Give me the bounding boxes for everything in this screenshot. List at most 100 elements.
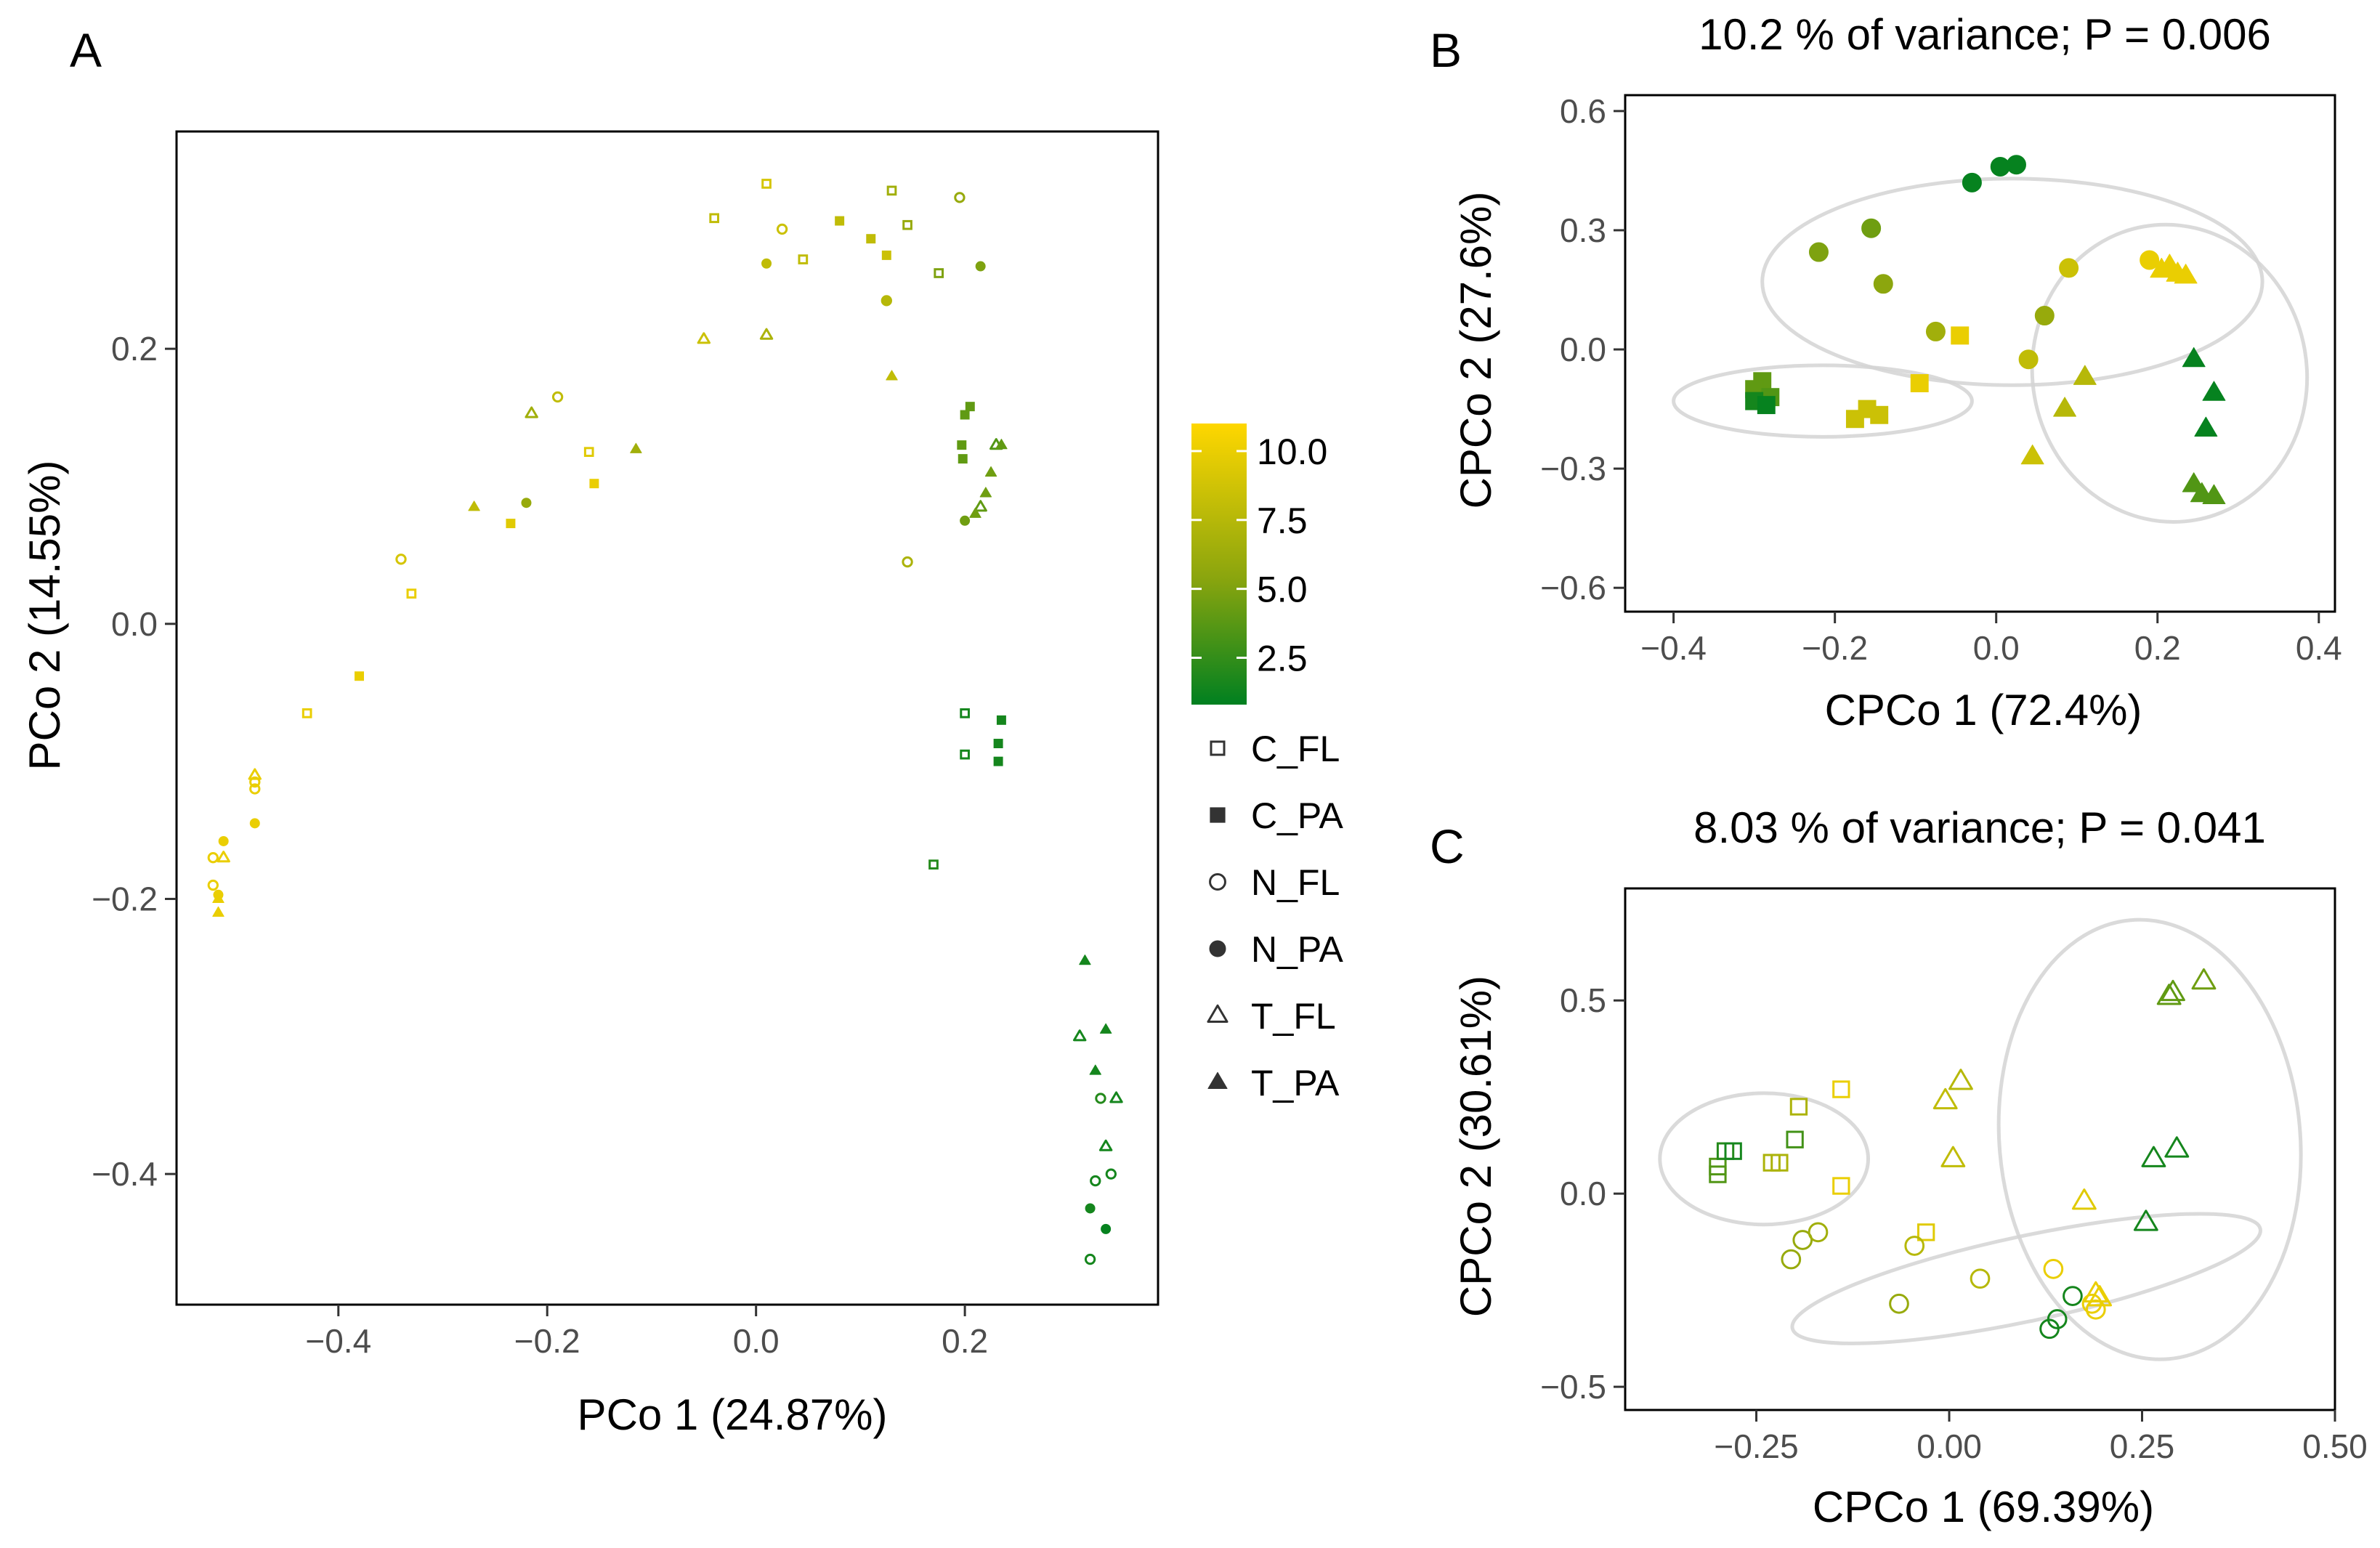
point-n-fl [1808,1222,1829,1243]
point-t-pa [1099,1023,1112,1034]
panel-c-cpcoa-plot: −0.25 0.00 0.25 0.50 0.5 0.0 −0.5 [1540,887,2368,1465]
legend-label: N_FL [1251,862,1340,903]
point-n-pa [2006,155,2026,175]
point-c-pa [1910,374,1929,392]
point-n-fl [395,554,407,565]
legend-label: C_PA [1251,795,1344,836]
point-n-pa [2034,306,2055,326]
point-c-pa [993,756,1003,766]
x-tick-label: −0.4 [1640,629,1707,667]
point-t-fl [2161,979,2185,1002]
point-t-pa [1079,955,1091,965]
point-n-fl [1095,1093,1106,1104]
point-n-pa [1085,1203,1096,1214]
point-t-fl [1109,1091,1123,1103]
point-t-pa [468,501,480,511]
point-c-fl [902,219,912,230]
point-c-fl [1832,1080,1850,1098]
plot-frame [175,130,1159,1306]
confidence-ellipse [1996,917,2303,1361]
point-n-pa [975,261,986,272]
legend-item-c-fl: C_FL [1210,729,1340,769]
point-c-pa [355,671,364,681]
point-c-pa [881,250,891,260]
legend-marker-square-open [1210,740,1226,756]
panel-c-xlabel: CPCo 1 (69.39%) [1813,1483,2154,1531]
point-n-pa [218,835,229,846]
point-n-fl [249,783,261,795]
point-c-fl [798,254,809,264]
x-tick-label: 0.25 [2110,1427,2175,1465]
point-t-fl [759,328,774,340]
point-t-fl [2083,1281,2108,1303]
point-c-pa [589,479,599,489]
point-c-fl [960,708,970,718]
legend-label: T_PA [1251,1063,1340,1103]
point-t-fl [2141,1146,2166,1167]
x-tick-label: 0.0 [733,1322,780,1360]
panel-b-cpcoa-plot: −0.4 −0.2 0.0 0.2 0.4 0.6 0.3 0.0 −0.3 −0.6 [1540,92,2342,667]
point-c-pa [1757,396,1776,415]
panel-a-xlabel: PCo 1 (24.87%) [578,1390,888,1439]
point-t-fl [1932,1087,1958,1110]
point-c-fl [406,588,417,599]
y-tick-label: −0.5 [1540,1368,1606,1406]
point-n-pa [1861,218,1882,238]
point-n-fl [776,223,788,235]
point-t-fl [1072,1029,1087,1042]
panel-a-pcoa-plot: −0.4 −0.2 0.0 0.2 0.2 0.0 −0.2 −0.4 [92,130,1159,1360]
point-n-pa [881,295,892,306]
point-n-fl [1084,1253,1096,1265]
point-t-pa [984,466,997,477]
panel-c-ylabel: CPCo 2 (30.61%) [1452,976,1500,1317]
point-c-fl [761,179,772,189]
point-t-fl [2133,1209,2158,1231]
point-n-fl [2047,1309,2068,1329]
point-c-fl [301,708,312,718]
point-n-fl [902,556,913,568]
point-n-pa [2140,250,2160,270]
confidence-ellipse [1760,177,2264,387]
y-tick-label: −0.4 [92,1155,158,1193]
point-t-fl [974,500,987,512]
point-n-fl [249,776,261,788]
point-t-pa [630,442,642,453]
point-n-pa [1808,242,1829,262]
confidence-ellipse [1672,363,1974,439]
legend-label: N_PA [1251,929,1344,970]
point-c-pa [835,216,845,226]
y-tick-label: 0.0 [111,605,158,643]
legend-marker-square-filled [1210,807,1226,823]
x-tick-label: 0.2 [2134,629,2181,667]
point-c-pa [996,715,1006,725]
point-c-fl [960,749,970,760]
point-t-fl [2071,1188,2097,1210]
point-c-fl [1832,1177,1850,1195]
y-tick-label: 0.0 [1560,331,1606,368]
panel-b-ylabel: CPCo 2 (27.6%) [1452,192,1500,509]
point-c-fl [886,185,897,196]
panel-b-xlabel: CPCo 1 (72.4%) [1825,686,2142,734]
point-n-pa [521,498,532,508]
point-n-fl [1970,1268,1991,1289]
x-tick-label: −0.25 [1714,1427,1798,1465]
legend-item-n-pa: N_PA [1209,929,1344,970]
legend-item-n-fl: N_FL [1209,862,1340,903]
panel-c-title: 8.03 % of variance; P = 0.041 [1693,803,2266,852]
point-n-fl [1090,1175,1101,1187]
point-n-fl [2063,1286,2083,1306]
point-n-fl [1105,1168,1117,1180]
point-t-fl [697,332,711,344]
y-tick-label: 0.3 [1560,211,1606,249]
legend-item-c-pa: C_PA [1210,795,1344,836]
point-t-pa [2182,347,2206,368]
y-tick-label: 0.0 [1560,1175,1606,1212]
point-t-pa [2073,365,2097,385]
point-c-pa [1845,410,1864,429]
y-tick-label: −0.2 [92,880,158,917]
point-n-fl [207,851,219,864]
point-n-fl [207,879,219,891]
point-c-pa [866,234,876,244]
point-t-pa [1089,1064,1101,1075]
point-c-fl [1917,1223,1935,1241]
